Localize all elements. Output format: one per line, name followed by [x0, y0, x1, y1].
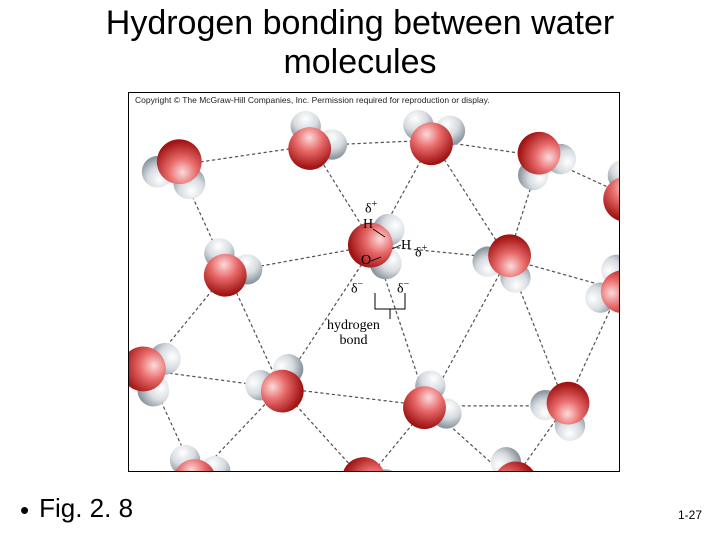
label-H-2: H — [401, 238, 411, 254]
delta-minus-right: δ− — [397, 279, 409, 298]
delta-plus-right: δ+ — [415, 243, 427, 262]
copyright-text: Copyright © The McGraw-Hill Companies, I… — [135, 95, 490, 105]
water-diagram — [129, 107, 620, 472]
bullet-icon: • — [20, 495, 29, 526]
label-O: O — [361, 253, 371, 269]
title-line-1: Hydrogen bonding between water — [106, 4, 614, 42]
figure-caption: • Fig. 2. 8 — [20, 493, 133, 526]
figure-frame: Copyright © The McGraw-Hill Companies, I… — [128, 92, 620, 472]
delta-plus-top: δ+ — [365, 199, 377, 218]
page-number: 1-27 — [678, 508, 702, 522]
hydrogen-bond-label: hydrogenbond — [327, 319, 380, 348]
label-H-1: H — [363, 217, 373, 233]
delta-minus-left: δ− — [351, 279, 363, 298]
caption-text: Fig. 2. 8 — [39, 493, 133, 523]
hydrogen-bonds-layer — [147, 140, 620, 472]
title-line-2: molecules — [283, 43, 436, 81]
slide-title: Hydrogen bonding between water molecules — [0, 0, 720, 82]
